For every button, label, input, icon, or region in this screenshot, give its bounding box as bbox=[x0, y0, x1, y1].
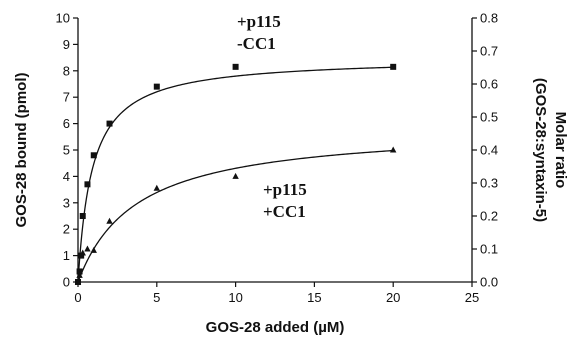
series-1-label-line2: -CC1 bbox=[237, 34, 276, 53]
data-point-square bbox=[153, 83, 160, 90]
data-point-triangle bbox=[390, 146, 397, 153]
y2-tick-label: 0.4 bbox=[480, 143, 498, 158]
x-tick-label: 0 bbox=[74, 290, 81, 305]
y2-tick-label: 0.3 bbox=[480, 176, 498, 191]
data-point-triangle bbox=[76, 271, 83, 278]
data-point-triangle bbox=[90, 246, 97, 253]
axes bbox=[77, 18, 473, 283]
x-tick-label: 15 bbox=[307, 290, 321, 305]
y-tick-label: 0 bbox=[63, 275, 70, 290]
data-point-triangle bbox=[232, 172, 239, 179]
y2-tick-label: 0.1 bbox=[480, 242, 498, 257]
data-points bbox=[74, 63, 397, 285]
y2-tick-label: 0.8 bbox=[480, 11, 498, 26]
ticks: 0 5 10 15 20 25 0 1 2 3 4 5 6 7 8 9 10 0.0 0.1 0.2 0.3 0.4 0.5… bbox=[56, 11, 499, 306]
y-tick-label: 4 bbox=[63, 169, 70, 184]
data-point-triangle bbox=[79, 249, 86, 256]
data-point-square bbox=[90, 152, 97, 159]
y-tick-label: 9 bbox=[63, 37, 70, 52]
data-point-square bbox=[79, 213, 86, 219]
data-point-square bbox=[106, 120, 113, 127]
x-tick-label: 5 bbox=[153, 290, 160, 305]
y2-axis-title-line2: (GOS-28:syntaxin-5) bbox=[532, 78, 549, 222]
y2-axis-title-line1: Molar ratio bbox=[552, 112, 569, 189]
y-tick-label: 8 bbox=[63, 63, 70, 78]
y2-tick-label: 0.7 bbox=[480, 44, 498, 59]
x-tick-label: 10 bbox=[228, 290, 242, 305]
y-tick-label: 5 bbox=[63, 143, 70, 158]
data-point-square bbox=[76, 268, 83, 275]
fit-curve-series-2 bbox=[77, 149, 394, 283]
y2-tick-label: 0.5 bbox=[480, 110, 498, 125]
series-1-label-line1: +p115 bbox=[237, 12, 281, 31]
y-tick-label: 2 bbox=[63, 222, 70, 237]
data-point-triangle bbox=[153, 184, 160, 191]
y-axis-title: GOS-28 bound (pmol) bbox=[13, 73, 30, 228]
fit-curves bbox=[77, 66, 394, 283]
data-point-triangle bbox=[74, 278, 82, 285]
fit-curve-series-1 bbox=[77, 66, 394, 283]
data-point-triangle bbox=[84, 245, 91, 252]
y2-tick-label: 0.6 bbox=[480, 77, 498, 92]
y-tick-label: 7 bbox=[63, 90, 70, 105]
y2-tick-label: 0.2 bbox=[480, 209, 498, 224]
x-tick-label: 25 bbox=[465, 290, 479, 305]
y-tick-label: 6 bbox=[63, 116, 70, 131]
series-2-label-line1: +p115 bbox=[263, 180, 307, 199]
data-point-triangle bbox=[106, 217, 113, 224]
x-axis-title: GOS-28 added (µM) bbox=[206, 319, 345, 336]
data-point-square bbox=[78, 252, 85, 259]
series-2-label-line2: +CC1 bbox=[263, 202, 306, 221]
y-tick-label: 3 bbox=[63, 195, 70, 210]
y2-tick-label: 0.0 bbox=[480, 275, 498, 290]
data-point-square bbox=[84, 181, 91, 188]
data-point-square bbox=[390, 63, 397, 70]
y-tick-label: 10 bbox=[56, 11, 70, 26]
y-tick-label: 1 bbox=[63, 248, 70, 263]
data-point-square bbox=[232, 63, 239, 70]
x-tick-label: 20 bbox=[386, 290, 400, 305]
